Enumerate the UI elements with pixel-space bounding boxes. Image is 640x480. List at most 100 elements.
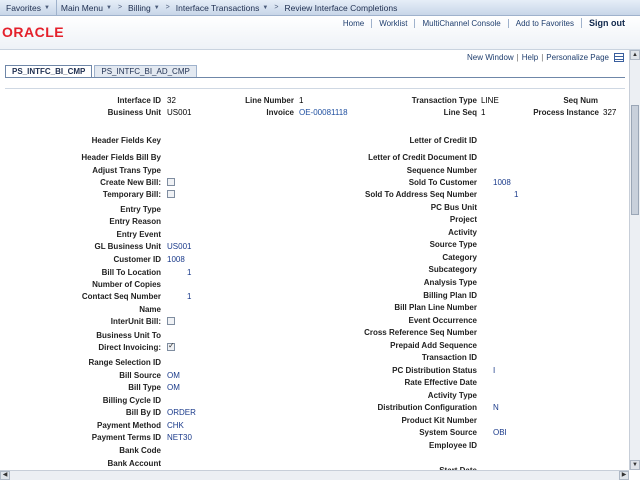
activity-label: Activity (448, 228, 477, 237)
header-links: Home Worklist MultiChannel Console Add t… (336, 16, 632, 30)
line-seq-value: 1 (481, 108, 486, 117)
bill-plan-line-number-label: Bill Plan Line Number (394, 303, 477, 312)
prepaid-add-sequence-label: Prepaid Add Sequence (390, 341, 477, 350)
interunit-bill-checkbox[interactable] (167, 317, 175, 325)
link-divider: | (516, 53, 519, 62)
bill-to-location-label: Bill To Location (101, 268, 161, 277)
distribution-configuration-value: N (493, 403, 499, 412)
customer-id-value: 1008 (167, 255, 185, 264)
breadcrumb-review-interface-completions[interactable]: Review Interface Completions (280, 0, 401, 16)
tab-divider (5, 77, 625, 78)
product-kit-number-label: Product Kit Number (401, 416, 477, 425)
business-unit-value: US001 (167, 108, 192, 117)
distribution-configuration-label: Distribution Configuration (377, 403, 477, 412)
home-link[interactable]: Home (342, 18, 365, 28)
favorites-label: Favorites (6, 2, 41, 13)
line-seq-label: Line Seq (443, 108, 477, 117)
pc-bus-unit-label: PC Bus Unit (430, 203, 477, 212)
payment-terms-id-value: NET30 (167, 433, 192, 442)
letter-of-credit-id-label: Letter of Credit ID (409, 136, 477, 145)
breadcrumb-separator-icon: > (165, 4, 170, 11)
header-fields-key-label: Header Fields Key (91, 136, 161, 145)
bill-type-value: OM (167, 383, 180, 392)
favorites-menu[interactable]: Favorites ▼ (0, 0, 57, 16)
new-window-link[interactable]: New Window (466, 53, 514, 62)
bill-type-label: Bill Type (128, 383, 161, 392)
pc-distribution-status-label: PC Distribution Status (392, 366, 477, 375)
analysis-type-label: Analysis Type (423, 278, 477, 287)
line-number-value: 1 (299, 96, 304, 105)
project-label: Project (449, 215, 477, 224)
cross-reference-seq-number-label: Cross Reference Seq Number (364, 328, 477, 337)
billing-cycle-id-label: Billing Cycle ID (102, 396, 161, 405)
scroll-right-icon[interactable]: ▶ (619, 471, 629, 480)
system-source-label: System Source (419, 428, 477, 437)
category-label: Category (442, 253, 477, 262)
interface-dropdown-icon: ▼ (262, 4, 269, 11)
payment-terms-id-label: Payment Terms ID (91, 433, 161, 442)
breadcrumb-separator-icon: > (117, 4, 123, 11)
breadcrumb-interface-label: Interface Transactions (175, 2, 260, 13)
sequence-number-label: Sequence Number (406, 166, 477, 175)
bill-by-id-value: ORDER (167, 408, 196, 417)
main-menu-label: Main Menu (60, 2, 103, 13)
gl-business-unit-value: US001 (167, 242, 192, 251)
add-to-favorites-link[interactable]: Add to Favorites (507, 18, 581, 28)
employee-id-label: Employee ID (428, 441, 477, 450)
breadcrumb-interface-transactions[interactable]: Interface Transactions ▼ (172, 0, 273, 16)
pc-distribution-status-value: I (493, 366, 496, 375)
sign-out-link[interactable]: Sign out (581, 18, 632, 28)
interface-id-value: 32 (167, 96, 176, 105)
rate-effective-date-label: Rate Effective Date (404, 378, 477, 387)
bank-account-label: Bank Account (107, 459, 162, 468)
worklist-link[interactable]: Worklist (371, 18, 414, 28)
entry-event-label: Entry Event (116, 230, 161, 239)
entry-type-label: Entry Type (120, 205, 161, 214)
section-divider (5, 88, 625, 89)
scroll-up-icon[interactable]: ▲ (630, 50, 640, 60)
event-occurrence-label: Event Occurrence (408, 316, 477, 325)
create-new-bill-label: Create New Bill: (100, 178, 161, 187)
horizontal-scrollbar[interactable]: ◀ ▶ (0, 470, 629, 480)
page-header: ORACLE Home Worklist MultiChannel Consol… (0, 16, 640, 50)
invoice-label: Invoice (266, 108, 294, 117)
help-link[interactable]: Help (521, 53, 539, 62)
direct-invoicing-checkbox[interactable] (167, 341, 175, 351)
interunit-bill-label: InterUnit Bill: (110, 317, 161, 326)
main-menu[interactable]: Main Menu ▼ (57, 0, 116, 16)
subcategory-label: Subcategory (428, 265, 477, 274)
system-source-value: OBI (493, 428, 507, 437)
bank-code-label: Bank Code (119, 446, 161, 455)
breadcrumb-billing-label: Billing (128, 2, 151, 13)
personalize-page-link[interactable]: Personalize Page (546, 53, 609, 62)
tab-ps-intfc-bi-ad-cmp[interactable]: PS_INTFC_BI_AD_CMP (94, 65, 197, 77)
range-selection-id-label: Range Selection ID (88, 358, 161, 367)
name-label: Name (139, 305, 161, 314)
direct-invoicing-label: Direct Invoicing: (98, 343, 161, 352)
transaction-id-label: Transaction ID (421, 353, 477, 362)
vertical-scrollbar[interactable]: ▲ ▼ (629, 50, 640, 470)
temporary-bill-label: Temporary Bill: (102, 190, 161, 199)
breadcrumb-billing[interactable]: Billing ▼ (124, 0, 164, 16)
scroll-left-icon[interactable]: ◀ (0, 471, 10, 480)
temporary-bill-checkbox[interactable] (167, 190, 175, 198)
grid-view-icon[interactable] (614, 53, 624, 62)
scroll-thumb[interactable] (631, 105, 639, 215)
letter-of-credit-document-id-label: Letter of Credit Document ID (368, 153, 477, 162)
number-of-copies-label: Number of Copies (92, 280, 161, 289)
breadcrumb-separator-icon: > (274, 4, 279, 11)
transaction-type-label: Transaction Type (411, 96, 477, 105)
bill-to-location-value: 1 (187, 268, 192, 277)
invoice-link[interactable]: OE-00081118 (299, 108, 348, 117)
customer-id-label: Customer ID (113, 255, 161, 264)
oracle-logo: ORACLE (2, 24, 65, 40)
activity-type-label: Activity Type (427, 391, 477, 400)
payment-method-label: Payment Method (96, 421, 161, 430)
multichannel-console-link[interactable]: MultiChannel Console (414, 18, 507, 28)
tab-ps-intfc-bi-cmp[interactable]: PS_INTFC_BI_CMP (5, 65, 93, 77)
scroll-down-icon[interactable]: ▼ (630, 460, 640, 470)
billing-plan-id-label: Billing Plan ID (423, 291, 477, 300)
create-new-bill-checkbox[interactable] (167, 178, 175, 186)
link-divider: | (541, 53, 544, 62)
contact-seq-number-value: 1 (187, 292, 192, 301)
